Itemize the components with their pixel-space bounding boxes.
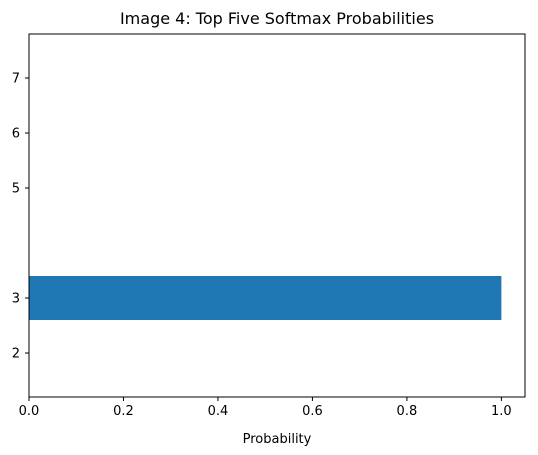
x-tick-label: 0.0: [19, 404, 40, 419]
plot-bars: [29, 276, 502, 320]
y-tick-label: 6: [12, 127, 20, 142]
x-tick-label: 1.0: [491, 404, 512, 419]
x-tick-label: 0.8: [397, 404, 418, 419]
y-axis: 2 3 5 6 7: [12, 72, 29, 362]
x-axis: 0.0 0.2 0.4 0.6 0.8 1.0: [19, 397, 512, 419]
chart-title: Image 4: Top Five Softmax Probabilities: [120, 9, 434, 28]
bar-3: [29, 276, 502, 320]
y-tick-label: 3: [12, 292, 20, 307]
x-tick-label: 0.4: [208, 404, 229, 419]
plot-frame: [28, 33, 526, 398]
y-tick-label: 5: [12, 182, 20, 197]
x-tick-label: 0.6: [302, 404, 323, 419]
x-axis-label: Probability: [243, 432, 312, 447]
y-tick-label: 2: [12, 347, 20, 362]
x-tick-label: 0.2: [113, 404, 134, 419]
y-tick-label: 7: [12, 72, 20, 87]
